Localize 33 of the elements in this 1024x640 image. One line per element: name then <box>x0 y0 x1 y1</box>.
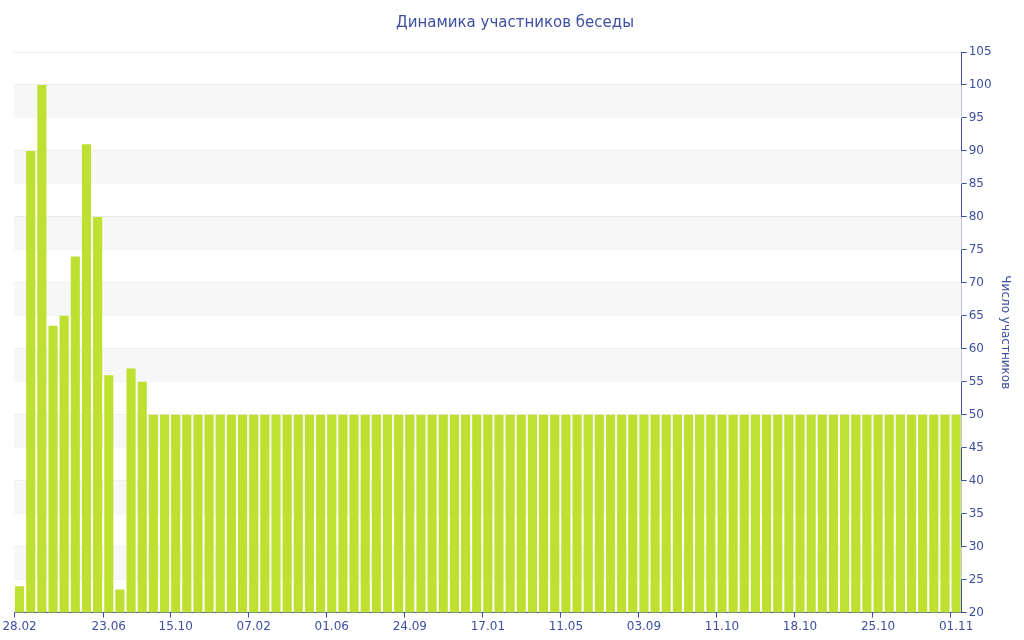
y-tick-label: 90 <box>968 143 984 158</box>
y-tick-label: 45 <box>968 439 984 454</box>
x-tick-label: 17.01 <box>470 618 506 633</box>
x-tick-label: 11.10 <box>704 618 740 633</box>
x-tick-label: 15.10 <box>158 618 193 633</box>
y-tick-label: 95 <box>968 110 984 125</box>
y-axis-title: Число участников <box>998 275 1013 390</box>
x-tick-label: 03.09 <box>626 618 662 633</box>
y-tick-label: 20 <box>968 604 984 619</box>
x-tick-label: 28.02 <box>2 618 37 633</box>
y-tick-label: 35 <box>968 505 984 520</box>
x-tick-label: 24.09 <box>392 618 427 633</box>
y-tick-label: 30 <box>968 538 984 553</box>
chart-title: Динамика участников беседы <box>395 12 635 31</box>
y-tick-label: 25 <box>968 571 984 586</box>
y-tick-label: 75 <box>968 241 984 256</box>
y-tick-label: 60 <box>968 340 984 355</box>
y-tick-label: 105 <box>968 44 992 59</box>
x-tick-label: 25.10 <box>860 618 896 633</box>
y-tick-label: 40 <box>968 472 984 487</box>
x-tick-label: 01.06 <box>314 618 349 633</box>
y-tick-label: 80 <box>968 209 984 224</box>
x-tick-label: 18.10 <box>782 618 818 633</box>
y-tick-label: 85 <box>968 176 984 191</box>
x-tick-label: 01.11 <box>938 618 974 633</box>
y-tick-label: 100 <box>968 77 992 92</box>
x-tick-label: 11.05 <box>548 618 584 633</box>
y-tick-label: 55 <box>968 373 984 388</box>
y-tick-label: 65 <box>968 307 984 322</box>
x-tick-label: 23.06 <box>91 618 126 633</box>
y-tick-label: 70 <box>968 274 984 289</box>
y-tick-label: 50 <box>968 406 984 421</box>
x-tick-label: 07.02 <box>236 618 271 633</box>
